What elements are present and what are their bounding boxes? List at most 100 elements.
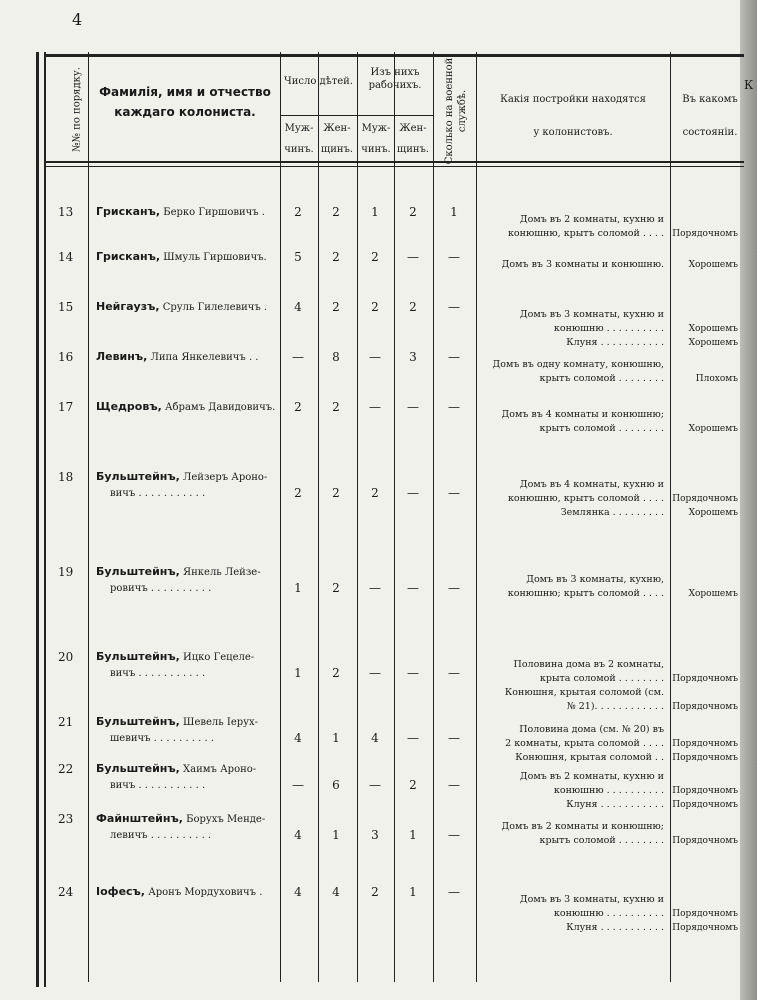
building-line: конюшню . . . . . . . . . . xyxy=(553,908,664,919)
row-number: 16 xyxy=(58,350,74,364)
workers-m-value: — xyxy=(369,400,381,414)
building-state: Порядочномъ xyxy=(672,753,738,763)
name-line: Щедровъ, Абрамъ Давидовичъ. xyxy=(96,399,275,416)
column-divider xyxy=(476,52,477,982)
header-male-line: чинъ. xyxy=(361,144,391,155)
children-f-value: 2 xyxy=(332,205,340,219)
edge-fragment: К xyxy=(744,78,754,92)
building-line: Конюшня, крытая соломой (см. xyxy=(504,687,664,698)
building-state: Порядочномъ xyxy=(672,909,738,919)
row-number: 23 xyxy=(58,812,74,826)
header-workers-line: Изъ нихъ xyxy=(370,67,420,78)
name-line: Іофесъ, Аронъ Мордуховичъ . xyxy=(96,884,262,901)
row-number: 20 xyxy=(58,650,74,664)
building-line: Клуня . . . . . . . . . . . xyxy=(566,922,664,933)
header-no: №№ по порядку. xyxy=(71,67,83,152)
children-f-value: 1 xyxy=(332,828,340,842)
building-state: Порядочномъ xyxy=(672,836,738,846)
row-number: 17 xyxy=(58,400,74,414)
workers-m-value: 2 xyxy=(371,250,379,264)
surname: Бульштейнъ, xyxy=(96,565,180,578)
name-line: вичъ . . . . . . . . . . . xyxy=(110,780,206,791)
header-workers: Изъ нихъ рабочихъ. xyxy=(357,66,433,92)
surname: Бульштейнъ, xyxy=(96,715,180,728)
building-state: Плохомъ xyxy=(695,374,738,384)
workers-f-value: — xyxy=(407,666,419,680)
building-line: конюшню; крытъ соломой . . . . xyxy=(507,588,664,599)
building-line: Клуня . . . . . . . . . . . xyxy=(566,337,664,348)
military-value: — xyxy=(448,666,460,680)
table-top-rule xyxy=(44,54,744,57)
building-state: Порядочномъ xyxy=(672,923,738,933)
building-line: Домъ въ 3 комнаты, кухню и xyxy=(519,894,664,905)
name-line: вичъ . . . . . . . . . . . xyxy=(110,488,206,499)
children-m-value: 4 xyxy=(294,731,302,745)
building-line: 2 комнаты, крыта соломой . . . . xyxy=(505,738,664,749)
row-number: 22 xyxy=(58,762,74,776)
surname: Левинъ, xyxy=(96,350,148,363)
header-military-line: Сколько на военной xyxy=(444,57,455,165)
workers-f-value: 3 xyxy=(409,350,417,364)
building-line: Домъ въ 3 комнаты, кухню и xyxy=(519,309,664,320)
column-divider xyxy=(280,52,281,982)
building-line: конюшню . . . . . . . . . . xyxy=(553,785,664,796)
surname: Бульштейнъ, xyxy=(96,470,180,483)
building-state: Порядочномъ xyxy=(672,702,738,712)
header-workers-line: рабочихъ. xyxy=(368,80,422,91)
header-military: Сколько на военной службѣ. xyxy=(443,56,469,166)
header-female-line: щинъ. xyxy=(396,144,430,155)
workers-f-value: 1 xyxy=(409,828,417,842)
building-line: № 21). . . . . . . . . . . . xyxy=(566,701,664,712)
column-divider xyxy=(394,52,395,982)
military-value: — xyxy=(448,350,460,364)
given-name: Борухъ Менде- xyxy=(186,814,266,825)
children-f-value: 1 xyxy=(332,731,340,745)
workers-f-value: 2 xyxy=(409,300,417,314)
building-state: Хорошемъ xyxy=(688,589,738,599)
colonist-name: Левинъ, Липа Янкелевичъ . . xyxy=(96,349,258,366)
given-name: Янкель Лейзе- xyxy=(183,567,261,578)
building-line: Домъ въ 3 комнаты и конюшню. xyxy=(501,259,664,270)
building-line: Домъ въ 2 комнаты, кухню и xyxy=(519,214,664,225)
colonist-name: Іофесъ, Аронъ Мордуховичъ . xyxy=(96,884,262,901)
children-f-value: 2 xyxy=(332,400,340,414)
building-line: конюшню, крытъ соломой . . . . xyxy=(507,228,664,239)
building-line: Домъ въ 4 комнаты и конюшню; xyxy=(501,409,665,420)
colonist-name: Нейгаузъ, Сруль Гилелевичъ . xyxy=(96,299,267,316)
surname: Бульштейнъ, xyxy=(96,762,180,775)
row-number: 21 xyxy=(58,715,74,729)
building-state: Хорошемъ xyxy=(688,338,738,348)
header-female-line: Жен- xyxy=(399,123,427,134)
children-m-value: 2 xyxy=(294,400,302,414)
name-line: Нейгаузъ, Сруль Гилелевичъ . xyxy=(96,299,267,316)
given-name: Сруль Гилелевичъ . xyxy=(162,302,268,313)
colonist-name: Бульштейнъ, Ицко Гецеле-вичъ . . . . . .… xyxy=(96,649,254,682)
name-line: ровичъ . . . . . . . . . . xyxy=(110,583,212,594)
building-line: крыта соломой . . . . . . . . xyxy=(539,673,664,684)
column-divider xyxy=(357,52,358,982)
children-f-value: 4 xyxy=(332,885,340,899)
given-name: Лейзеръ Ароно- xyxy=(183,472,268,483)
workers-f-value: 1 xyxy=(409,885,417,899)
page-edge xyxy=(740,0,757,1000)
children-f-value: 2 xyxy=(332,300,340,314)
building-line: Домъ въ 2 комнаты, кухню и xyxy=(519,771,664,782)
header-buildings: Какія постройки находятся у колонистовъ. xyxy=(476,93,670,139)
page-number: 4 xyxy=(72,10,83,29)
building-state: Порядочномъ xyxy=(672,739,738,749)
workers-m-value: 2 xyxy=(371,300,379,314)
given-name: Абрамъ Давидовичъ. xyxy=(164,402,276,413)
workers-m-value: 4 xyxy=(371,731,379,745)
children-m-value: 2 xyxy=(294,486,302,500)
row-number: 14 xyxy=(58,250,74,264)
header-name-line: Фамилія, имя и отчество xyxy=(99,85,271,99)
children-m-value: 2 xyxy=(294,205,302,219)
header-male: Муж-чинъ. xyxy=(280,122,318,156)
header-military-line: службѣ. xyxy=(457,89,468,133)
name-line: левичъ . . . . . . . . . . xyxy=(110,830,212,841)
header-state: Въ какомъ состояніи. xyxy=(670,93,750,139)
colonist-name: Грисканъ, Берко Гиршовичъ . xyxy=(96,204,265,221)
name-line: Грисканъ, Берко Гиршовичъ . xyxy=(96,204,265,221)
building-state: Хорошемъ xyxy=(688,508,738,518)
building-line: конюшню, крытъ соломой . . . . xyxy=(507,493,664,504)
